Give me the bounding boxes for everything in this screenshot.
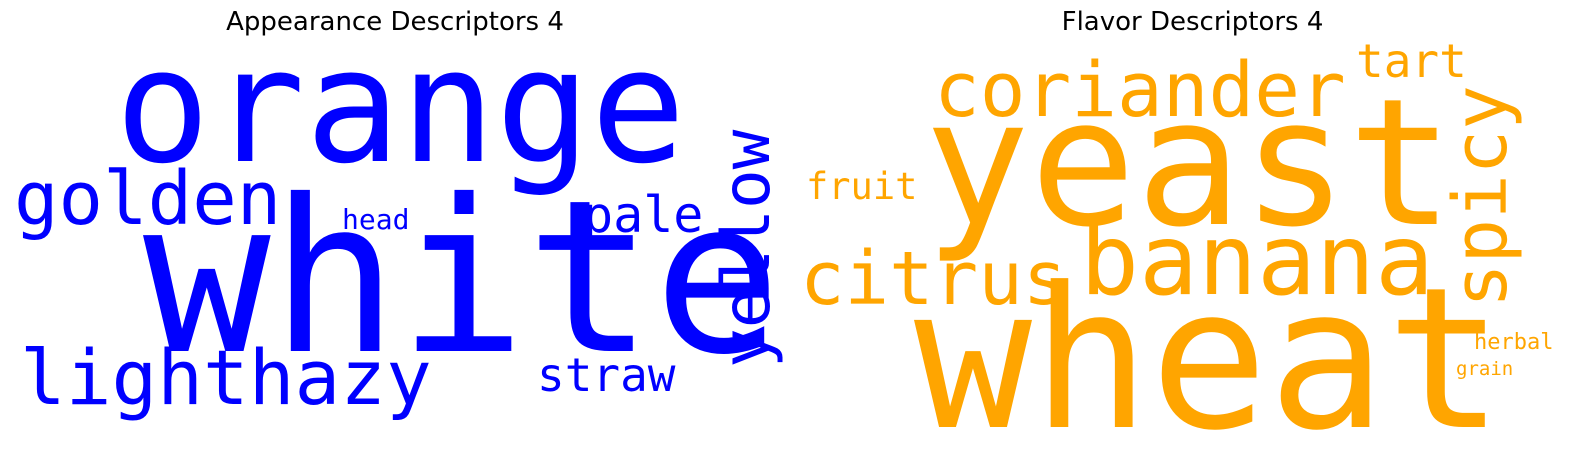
- word-grain: grain: [1456, 358, 1514, 380]
- word-straw: straw: [537, 348, 676, 402]
- word-lighthazy: lighthazy: [20, 333, 432, 422]
- word-fruit: fruit: [806, 165, 918, 208]
- word-orange: orange: [115, 15, 686, 199]
- word-golden: golden: [14, 156, 282, 242]
- word-spicy: spicy: [1438, 85, 1524, 308]
- word-coriander: coriander: [934, 45, 1346, 134]
- word-banana: banana: [1080, 204, 1435, 318]
- word-herbal: herbal: [1474, 330, 1554, 355]
- appearance-wordcloud-panel: Appearance Descriptors 4 orange white go…: [0, 0, 790, 439]
- word-white: white: [143, 154, 782, 401]
- word-yeast: yeast: [924, 61, 1454, 266]
- word-yellow: yellow: [708, 129, 785, 368]
- word-tart: tart: [1356, 34, 1467, 88]
- word-pale: pale: [583, 186, 704, 244]
- word-wheat: wheat: [914, 246, 1505, 474]
- flavor-wordcloud-panel: Flavor Descriptors 4 coriander tart yeas…: [796, 0, 1589, 458]
- flavor-title: Flavor Descriptors 4: [1061, 7, 1324, 37]
- appearance-title: Appearance Descriptors 4: [226, 7, 564, 37]
- word-head: head: [342, 203, 410, 236]
- word-citrus: citrus: [800, 236, 1068, 322]
